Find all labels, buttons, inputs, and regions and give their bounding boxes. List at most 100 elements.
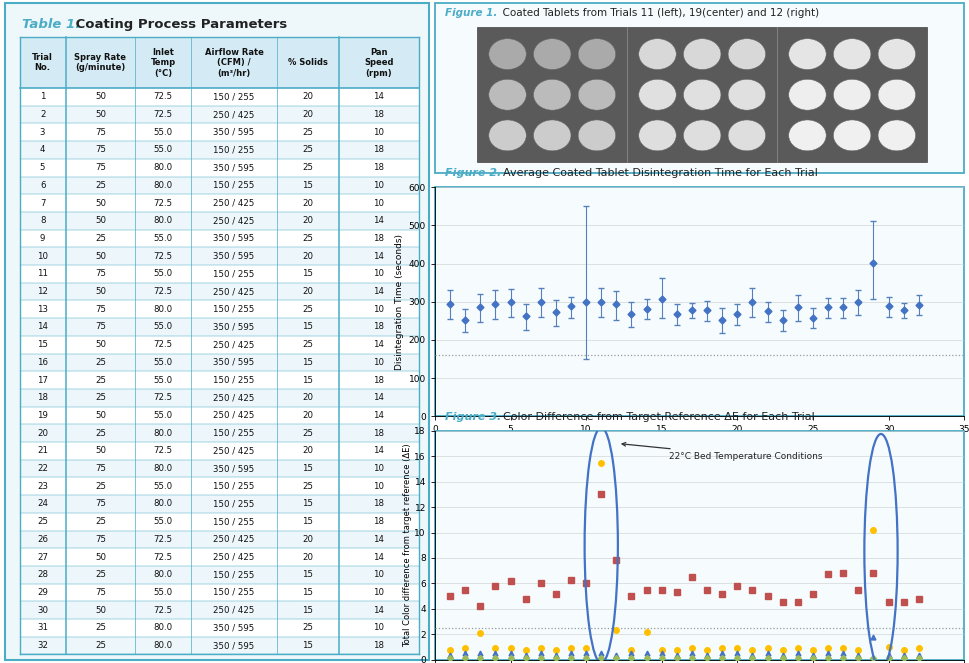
Ellipse shape xyxy=(728,80,766,110)
Text: 9: 9 xyxy=(40,234,46,243)
4% Weight Gain xyxy=(913,654,924,662)
Bar xyxy=(19,88,419,105)
Text: 10: 10 xyxy=(373,623,384,633)
Text: 20: 20 xyxy=(302,92,313,101)
Bar xyxy=(19,601,419,619)
Bar xyxy=(19,353,419,371)
4% Weight Gain xyxy=(792,654,803,662)
2% Weight Gain xyxy=(837,644,849,652)
1% Weight Gain xyxy=(702,586,713,594)
Bar xyxy=(19,548,419,566)
3% Weight Gain xyxy=(913,650,924,658)
Text: 26: 26 xyxy=(37,535,48,544)
Text: 55.0: 55.0 xyxy=(154,322,172,332)
Text: 250 / 425: 250 / 425 xyxy=(213,535,255,544)
Text: 22°C Bed Temperature Conditions: 22°C Bed Temperature Conditions xyxy=(622,442,823,461)
Text: 75: 75 xyxy=(95,269,106,278)
Text: 25: 25 xyxy=(95,234,106,243)
4% Weight Gain xyxy=(626,654,638,662)
Text: 10: 10 xyxy=(373,128,384,137)
Text: 50: 50 xyxy=(95,340,106,349)
1% Weight Gain xyxy=(505,577,516,585)
3% Weight Gain xyxy=(883,650,894,658)
Text: 20: 20 xyxy=(302,110,313,119)
1% Weight Gain xyxy=(792,599,803,607)
Text: 55.0: 55.0 xyxy=(154,269,172,278)
Line: 3% Weight Gain: 3% Weight Gain xyxy=(448,634,922,657)
Text: 16: 16 xyxy=(37,358,48,367)
Text: 25: 25 xyxy=(302,305,313,314)
Ellipse shape xyxy=(578,38,615,70)
Text: 55.0: 55.0 xyxy=(154,375,172,385)
2% Weight Gain xyxy=(580,644,592,652)
2% Weight Gain xyxy=(853,646,864,654)
Bar xyxy=(19,442,419,459)
Text: 20: 20 xyxy=(302,287,313,296)
Text: 72.5: 72.5 xyxy=(154,287,172,296)
4% Weight Gain xyxy=(837,654,849,662)
Bar xyxy=(19,247,419,265)
Text: 18: 18 xyxy=(373,163,384,172)
Ellipse shape xyxy=(878,120,916,151)
Bar xyxy=(19,336,419,353)
Text: 80.0: 80.0 xyxy=(154,216,172,225)
Text: 55.0: 55.0 xyxy=(154,482,172,491)
Text: 32: 32 xyxy=(37,641,48,650)
Text: 25: 25 xyxy=(302,234,313,243)
Text: 22: 22 xyxy=(37,464,48,473)
Text: 7: 7 xyxy=(40,199,46,208)
Ellipse shape xyxy=(683,80,721,110)
1% Weight Gain xyxy=(823,570,834,578)
4% Weight Gain xyxy=(595,654,607,662)
Text: 55.0: 55.0 xyxy=(154,411,172,420)
3% Weight Gain xyxy=(641,649,652,657)
Bar xyxy=(19,265,419,282)
Text: 10: 10 xyxy=(373,358,384,367)
Text: 150 / 255: 150 / 255 xyxy=(213,92,255,101)
2% Weight Gain xyxy=(807,646,819,654)
Text: 14: 14 xyxy=(373,535,384,544)
3% Weight Gain xyxy=(565,649,577,657)
Text: 18: 18 xyxy=(373,499,384,509)
Bar xyxy=(19,513,419,530)
Text: 25: 25 xyxy=(95,641,106,650)
2% Weight Gain xyxy=(672,646,683,654)
Text: Trial
No.: Trial No. xyxy=(32,53,53,72)
Text: 72.5: 72.5 xyxy=(154,110,172,119)
3% Weight Gain xyxy=(672,650,683,658)
Text: Figure 1.: Figure 1. xyxy=(446,9,498,19)
1% Weight Gain xyxy=(535,579,547,587)
Text: 250 / 425: 250 / 425 xyxy=(213,199,255,208)
2% Weight Gain xyxy=(641,628,652,636)
Text: 18: 18 xyxy=(373,517,384,526)
2% Weight Gain xyxy=(565,644,577,652)
1% Weight Gain xyxy=(550,589,562,597)
1% Weight Gain xyxy=(716,589,728,597)
Text: 25: 25 xyxy=(95,375,106,385)
Text: 50: 50 xyxy=(95,110,106,119)
4% Weight Gain xyxy=(807,654,819,662)
Text: 18: 18 xyxy=(373,429,384,438)
4% Weight Gain xyxy=(444,654,455,662)
Ellipse shape xyxy=(728,120,766,151)
1% Weight Gain xyxy=(777,599,789,607)
Bar xyxy=(435,187,964,416)
Text: 30: 30 xyxy=(37,606,48,615)
Text: 25: 25 xyxy=(95,482,106,491)
3% Weight Gain xyxy=(702,650,713,658)
3% Weight Gain xyxy=(747,650,759,658)
Text: 20: 20 xyxy=(37,429,48,438)
Text: 18: 18 xyxy=(373,322,384,332)
Text: % Solids: % Solids xyxy=(288,58,328,67)
Text: 75: 75 xyxy=(95,145,106,154)
Text: 350 / 595: 350 / 595 xyxy=(213,322,255,332)
4% Weight Gain xyxy=(459,654,471,662)
Ellipse shape xyxy=(578,80,615,110)
Text: 1: 1 xyxy=(40,92,46,101)
Text: 25: 25 xyxy=(302,623,313,633)
Text: 150 / 255: 150 / 255 xyxy=(213,482,255,491)
Legend: Coated Tablet (4% weight gain), Uncoated Tablet (mean DT): Coated Tablet (4% weight gain), Uncoated… xyxy=(485,456,787,471)
Text: 21: 21 xyxy=(37,446,48,455)
2% Weight Gain xyxy=(475,629,486,637)
Text: 25: 25 xyxy=(302,145,313,154)
